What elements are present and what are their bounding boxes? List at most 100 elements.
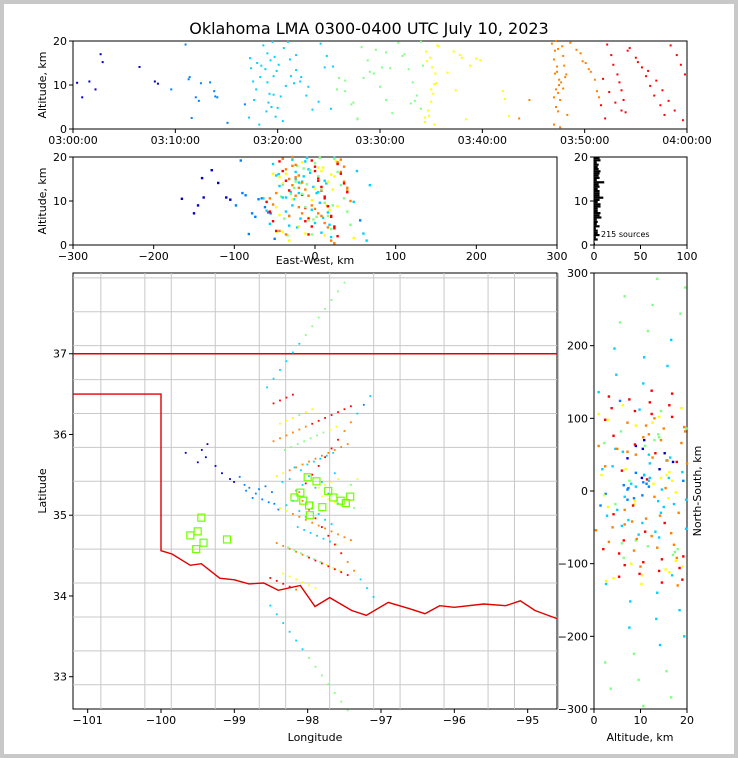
time-height-point (622, 98, 625, 101)
time-height-point (279, 95, 282, 98)
plan-view-x-tick-label: −101 (73, 714, 103, 727)
plan-view-point (327, 683, 330, 686)
plan-view-point (311, 325, 314, 328)
time-height-point (458, 54, 461, 57)
east-west-point (307, 194, 310, 197)
north-south-point (632, 497, 636, 500)
time-height-point (99, 53, 102, 56)
north-south-point (626, 421, 629, 424)
east-west-point (284, 179, 288, 182)
plan-view-point (282, 545, 285, 547)
north-south-point (668, 404, 671, 407)
east-west-y-tick-label: 0 (60, 239, 67, 252)
east-west-point (250, 212, 254, 215)
north-south-point (623, 495, 626, 499)
plan-view-point (298, 414, 301, 416)
east-west-point (210, 169, 213, 172)
north-south-point (657, 415, 661, 419)
north-south-point (663, 452, 666, 455)
east-west-point (317, 166, 320, 169)
time-height-panel: 03:00:00 03:10:00 03:20:00 03:30:00 03:40:00… (36, 35, 712, 147)
time-height-point (362, 76, 365, 79)
plan-view-point (293, 549, 296, 552)
north-south-point (660, 558, 664, 561)
plan-view-point (317, 486, 320, 489)
east-west-point (300, 181, 304, 184)
time-height-point (356, 117, 359, 120)
north-south-point (667, 497, 670, 500)
north-south-y-tick-label: 300 (567, 267, 588, 280)
north-south-point (634, 485, 638, 488)
plan-view-point (291, 513, 294, 515)
north-south-point (643, 530, 647, 533)
plan-view-point (320, 454, 323, 457)
east-west-point (284, 196, 288, 199)
north-south-point (626, 498, 629, 501)
plan-view-point (343, 281, 346, 284)
east-west-point (346, 189, 349, 192)
east-west-point (247, 232, 251, 236)
plan-view-point (291, 417, 294, 419)
time-height-point (311, 108, 314, 111)
plan-view-point (333, 543, 336, 546)
plan-view-point (346, 561, 349, 563)
time-height-point (606, 43, 609, 46)
plan-view-point (285, 434, 288, 437)
east-west-y-tick-label: 10 (53, 195, 67, 208)
time-height-point (226, 121, 229, 124)
east-west-x-tick-label: −200 (139, 250, 169, 263)
east-west-point (304, 232, 307, 235)
time-height-point (503, 98, 506, 101)
north-south-point (630, 482, 633, 485)
north-south-point (639, 565, 642, 568)
time-height-point (319, 42, 322, 45)
east-west-point (300, 192, 304, 196)
east-west-point (326, 226, 330, 229)
plan-view-point (279, 399, 281, 402)
north-south-point (619, 430, 623, 433)
plan-view-point (251, 497, 254, 499)
time-height-point (276, 106, 279, 109)
plan-view-point (337, 411, 339, 414)
north-south-point (682, 555, 685, 558)
north-south-point (662, 505, 665, 509)
histogram-x-ticks: 0 50 100 (591, 245, 698, 263)
time-height-point (681, 119, 684, 122)
north-south-point (654, 530, 657, 533)
lma-station-marker (197, 513, 206, 522)
north-south-point (650, 412, 653, 416)
plan-view-point (314, 587, 317, 590)
east-west-point (333, 225, 336, 228)
plan-view-point (298, 428, 301, 431)
north-south-y-tick-label: −100 (558, 558, 588, 571)
east-west-point (333, 227, 336, 230)
east-west-point (291, 164, 294, 167)
time-height-point (272, 75, 275, 78)
plan-view-point (291, 393, 294, 396)
north-south-point (631, 504, 635, 507)
east-west-point (317, 191, 320, 194)
time-height-point (634, 56, 637, 59)
plan-view-y-tick-label: 33 (53, 671, 67, 684)
time-height-point (562, 54, 565, 57)
time-height-point (379, 85, 381, 88)
east-west-point (297, 191, 301, 195)
plan-view-point (288, 630, 291, 633)
north-south-x-tick-label: 0 (591, 714, 598, 727)
east-west-point (315, 215, 318, 219)
time-height-point (556, 65, 559, 68)
plan-view-point (295, 466, 298, 469)
east-west-point (269, 212, 272, 215)
north-south-point (670, 479, 674, 483)
plan-view-point (295, 588, 298, 591)
plan-view-point (301, 483, 304, 486)
time-height-x-ticks: 03:00:00 03:10:00 03:20:00 03:30:00 03:40:00… (48, 129, 712, 147)
plan-view-point (296, 443, 299, 446)
east-west-point (321, 166, 325, 169)
time-height-point (391, 112, 394, 115)
plan-view-point (311, 521, 314, 524)
plan-view-point (309, 437, 312, 440)
plan-view-point (308, 556, 310, 559)
plan-view-point (314, 486, 317, 489)
time-height-point (587, 68, 590, 71)
